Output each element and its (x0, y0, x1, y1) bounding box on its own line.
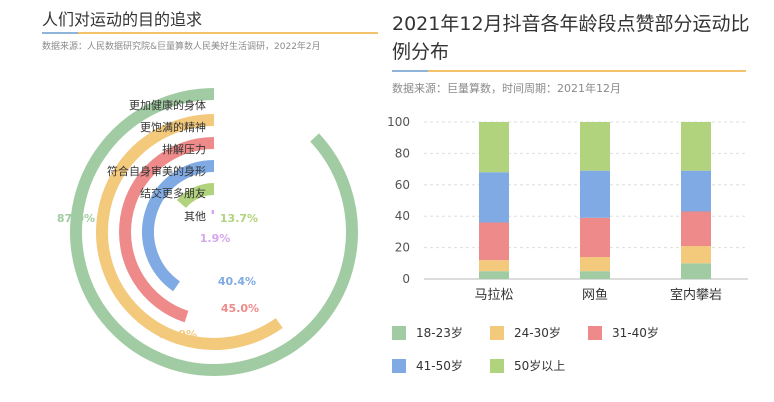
y-tick-label: 20 (395, 241, 410, 255)
value-label: 1.9% (200, 232, 231, 245)
radial-bar-2 (96, 114, 283, 350)
value-label: 13.7% (220, 212, 258, 225)
x-category-label: 室内攀岩 (670, 287, 722, 303)
value-label: 45.0% (221, 302, 259, 315)
bar-segment (681, 122, 711, 171)
y-tick-label: 100 (387, 115, 410, 129)
right-chart-title: 2021年12月抖音各年龄段点赞部分运动比例分布 (392, 13, 750, 63)
right-title-rule-accent (392, 70, 428, 72)
bar-segment (479, 260, 509, 272)
left-title-rule-accent (42, 32, 78, 34)
age-distribution-chart-panel: 2021年12月抖音各年龄段点赞部分运动比例分布 数据来源：巨量算数，时间周期：… (387, 0, 774, 402)
category-label: 结交更多朋友 (140, 186, 206, 200)
bar-segment (479, 271, 509, 279)
category-label: 其他 (184, 210, 206, 223)
value-label: 40.4% (218, 275, 256, 288)
bar-segment (580, 257, 610, 272)
left-chart-source: 数据来源：人民数据研究院&巨量算数人民美好生活调研，2022年2月 (42, 42, 321, 52)
left-chart-title: 人们对运动的目的追求 (42, 10, 203, 29)
y-tick-label: 40 (395, 209, 410, 223)
bar-segment (479, 222, 509, 261)
stacked-bar-chart: 0 20 40 60 80 100 马拉松 网鱼 室内攀岩 (387, 115, 748, 303)
radial-bar-3 (119, 137, 215, 323)
x-category-label: 网鱼 (582, 287, 608, 303)
legend-swatch (392, 325, 406, 340)
value-label: 59.9% (159, 328, 197, 341)
radial-bar-4 (142, 160, 215, 292)
legend-label: 41-50岁 (416, 359, 463, 373)
legend-item: 18-23岁 (392, 324, 463, 341)
right-chart-source: 数据来源：巨量算数，时间周期：2021年12月 (392, 82, 621, 95)
x-category-label: 马拉松 (474, 288, 513, 303)
y-tick-label: 60 (395, 178, 410, 192)
right-title-rule (392, 70, 746, 72)
bar-segment (580, 271, 610, 279)
radial-bar-chart: 更加健康的身体 87.0% 更饱满的精神 59.9% 排解压力 45.0% 符合自身审美的身… (57, 88, 358, 376)
legend-swatch (490, 358, 504, 373)
bar-segment (681, 263, 711, 279)
y-tick-label: 0 (402, 272, 410, 286)
bar-segment (681, 211, 711, 247)
legend-label: 18-23岁 (416, 326, 463, 340)
legend-swatch (490, 325, 504, 340)
legend-item: 24-30岁 (490, 324, 561, 341)
left-title-rule (42, 32, 378, 34)
bar-segment (580, 217, 610, 258)
y-tick-label: 80 (395, 146, 410, 160)
radial-bar-5 (176, 183, 215, 209)
legend-label: 24-30岁 (514, 326, 561, 340)
value-label: 87.0% (57, 212, 95, 225)
bar-segment (580, 122, 610, 171)
legend-swatch (392, 358, 406, 373)
category-label: 更饱满的精神 (140, 120, 206, 134)
legend-swatch (588, 325, 602, 340)
bar-segment (479, 122, 509, 173)
legend-item: 31-40岁 (588, 324, 659, 341)
legend-label: 50岁以上 (514, 359, 566, 373)
bar-segment (681, 246, 711, 264)
category-label: 更加健康的身体 (129, 98, 206, 112)
legend-item: 41-50岁 (392, 357, 463, 374)
bar-segment (580, 170, 610, 218)
category-label: 符合自身审美的身形 (107, 164, 206, 178)
legend-label: 31-40岁 (612, 326, 659, 340)
category-label: 排解压力 (162, 142, 206, 156)
bar-segment (479, 172, 509, 223)
purpose-chart-panel: 人们对运动的目的追求 数据来源：人民数据研究院&巨量算数人民美好生活调研，202… (0, 0, 380, 402)
bar-segment (681, 170, 711, 212)
radial-bar-1 (70, 88, 358, 376)
legend-item: 50岁以上 (490, 357, 565, 374)
